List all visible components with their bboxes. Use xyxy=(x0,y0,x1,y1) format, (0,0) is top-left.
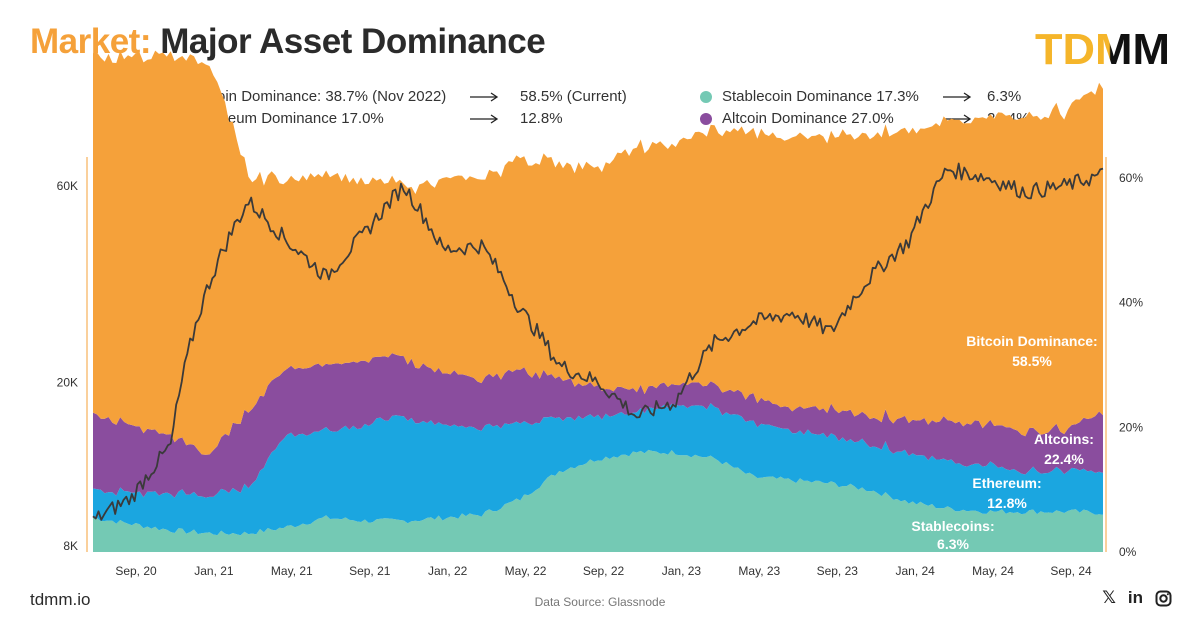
legend-item-altcoin: Altcoin Dominance 27.0% xyxy=(700,110,894,127)
x-tick-label: Jan, 22 xyxy=(428,564,468,578)
x-tick-label: May, 23 xyxy=(738,564,780,578)
x-tick-label: May, 22 xyxy=(505,564,547,578)
arrow-icon xyxy=(943,92,972,102)
legend-item-stablecoin: Stablecoin Dominance 17.3% xyxy=(700,88,919,105)
arrow-icon xyxy=(470,114,499,124)
legend-label-bitcoin: Bitcoin Dominance: 38.7% (Nov 2022) xyxy=(192,88,447,105)
annotation-eth-label: Ethereum: xyxy=(972,475,1041,491)
annotation-btc-label: Bitcoin Dominance: xyxy=(966,333,1097,349)
right-tick-label: 60% xyxy=(1119,171,1143,185)
annotation-alt-label: Altcoins: xyxy=(1034,431,1094,447)
x-tick-label: Jan, 24 xyxy=(895,564,935,578)
x-icon[interactable]: 𝕏 xyxy=(1102,588,1116,607)
social-links: 𝕏 in xyxy=(1102,588,1172,608)
area-ethereum xyxy=(93,403,1103,536)
arrow-icon xyxy=(943,114,972,124)
x-tick-label: Sep, 22 xyxy=(583,564,625,578)
annotation-stable-value: 6.3% xyxy=(937,536,969,552)
right-tick-label: 0% xyxy=(1119,545,1137,559)
btc-price-line xyxy=(92,162,1104,521)
left-tick-label: 8K xyxy=(63,539,78,553)
left-tick-label: 20K xyxy=(57,375,78,389)
annotation-alt-value: 22.4% xyxy=(1044,451,1084,467)
x-tick-label: Sep, 23 xyxy=(817,564,859,578)
legend-label-altcoin: Altcoin Dominance 27.0% xyxy=(722,110,894,127)
title-accent: Market: xyxy=(30,22,151,61)
area-layers xyxy=(93,50,1103,552)
x-tick-label: Sep, 24 xyxy=(1050,564,1092,578)
x-axis-ticks: Sep, 20 Jan, 21 May, 21 Sep, 21 Jan, 22 May, … xyxy=(115,564,1092,578)
x-tick-label: Jan, 21 xyxy=(194,564,234,578)
legend-label-ethereum: Ethereum Dominance 17.0% xyxy=(192,110,384,127)
right-tick-label: 40% xyxy=(1119,296,1143,310)
legend-dot-altcoin xyxy=(700,112,712,125)
x-tick-label: Jan, 23 xyxy=(662,564,702,578)
annotation-stable-label: Stablecoins: xyxy=(911,518,994,534)
linkedin-icon[interactable]: in xyxy=(1127,588,1143,607)
data-source: Data Source: Glassnode xyxy=(534,595,666,609)
title-main: Major Asset Dominance xyxy=(160,22,546,61)
price-line-layer xyxy=(92,162,1104,521)
legend: Bitcoin Dominance: 38.7% (Nov 2022) 58.5… xyxy=(170,88,1070,132)
area-altcoins xyxy=(93,353,1103,498)
legend-value-stablecoin: 6.3% xyxy=(987,88,1022,105)
logo-text: TDMM xyxy=(1035,25,1170,72)
tdmm-logo: TDMM xyxy=(1035,25,1170,72)
left-axis-ticks: 8K 20K 60K xyxy=(57,179,78,553)
left-tick-label: 60K xyxy=(57,179,78,193)
legend-value-bitcoin: 58.5% (Current) xyxy=(520,88,627,105)
footer-site[interactable]: tdmm.io xyxy=(30,590,91,609)
x-tick-label: May, 21 xyxy=(271,564,313,578)
legend-label-stablecoin: Stablecoin Dominance 17.3% xyxy=(722,88,919,105)
arrow-icon xyxy=(470,92,499,102)
x-tick-label: Sep, 21 xyxy=(349,564,391,578)
x-tick-label: Sep, 20 xyxy=(115,564,157,578)
right-axis-ticks: 0% 20% 40% 60% xyxy=(1119,171,1143,559)
instagram-icon[interactable] xyxy=(1155,590,1172,607)
right-tick-label: 20% xyxy=(1119,420,1143,434)
page-title: Market: Major Asset Dominance xyxy=(30,22,546,62)
legend-value-ethereum: 12.8% xyxy=(520,110,563,127)
area-stablecoins xyxy=(93,449,1103,552)
area-bitcoin xyxy=(93,50,1103,455)
annotation-btc-value: 58.5% xyxy=(1012,353,1052,369)
annotation-eth-value: 12.8% xyxy=(987,495,1027,511)
x-tick-label: May, 24 xyxy=(972,564,1014,578)
legend-dot-stablecoin xyxy=(700,90,712,103)
